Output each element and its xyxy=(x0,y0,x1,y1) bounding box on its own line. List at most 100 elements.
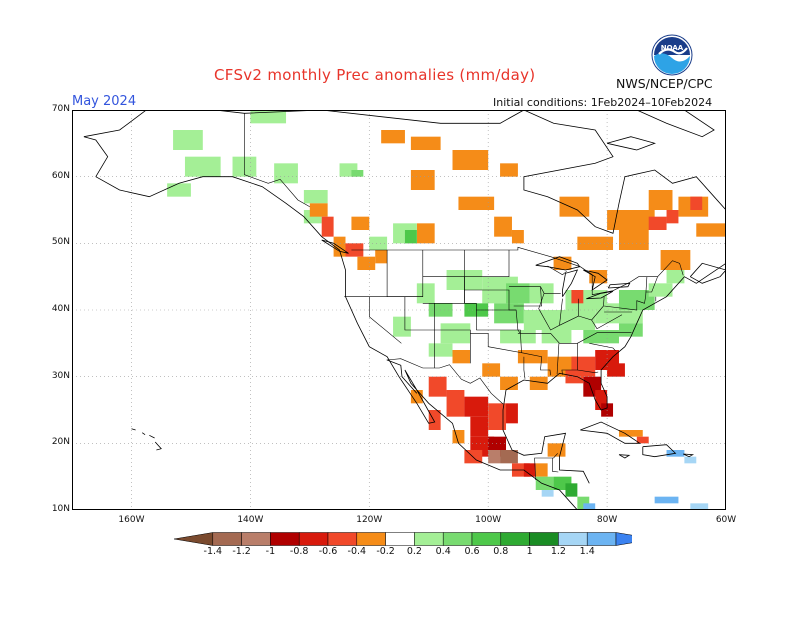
lon-label: 100W xyxy=(475,515,502,525)
coastline xyxy=(149,434,155,439)
lon-label: 120W xyxy=(356,515,383,525)
anomaly-cell xyxy=(553,256,572,270)
anomaly-cell xyxy=(452,150,489,170)
anomaly-cell xyxy=(274,163,298,184)
anomaly-cell xyxy=(618,323,643,337)
anomaly-cell xyxy=(506,403,518,424)
anomaly-cell xyxy=(577,236,614,250)
lon-label: 60W xyxy=(715,515,737,525)
anomaly-cell xyxy=(416,223,435,244)
anomaly-cell xyxy=(428,376,447,397)
border-line xyxy=(404,296,436,368)
anomaly-cell xyxy=(416,283,435,304)
legend-swatch xyxy=(615,532,632,546)
anomaly-cell xyxy=(541,330,572,344)
coastline xyxy=(683,453,695,458)
border-line xyxy=(538,293,563,331)
legend-tick-label: -0.2 xyxy=(376,546,395,557)
legend-tick-label: 0.6 xyxy=(464,546,480,557)
anomaly-cell xyxy=(660,250,691,270)
legend-swatch xyxy=(356,532,386,546)
border-line xyxy=(523,356,526,379)
border-line xyxy=(351,246,684,296)
anomaly-cell xyxy=(648,216,667,230)
anomaly-cell xyxy=(184,156,221,177)
legend-tick-label: 0.4 xyxy=(435,546,451,557)
anomaly-cell xyxy=(565,370,584,384)
border-line xyxy=(561,343,578,375)
border-line xyxy=(559,298,579,326)
map-title: CFSv2 monthly Prec anomalies (mm/day) xyxy=(214,66,536,84)
anomaly-cell xyxy=(488,403,507,430)
legend-swatch xyxy=(500,532,530,546)
anomaly-cell xyxy=(696,223,726,237)
forecast-month: May 2024 xyxy=(72,94,137,109)
legend-swatch xyxy=(414,532,444,546)
anomaly-cell xyxy=(500,330,536,344)
border-line xyxy=(578,296,605,321)
anomaly-cell xyxy=(523,310,560,330)
coastline xyxy=(586,290,614,300)
coastline xyxy=(321,239,349,254)
legend-tick-label: 1.2 xyxy=(550,546,566,557)
legend-swatch xyxy=(298,532,329,546)
border-line xyxy=(534,453,558,481)
coastline xyxy=(83,136,109,177)
border-line xyxy=(386,358,504,405)
anomaly-cell xyxy=(618,430,643,437)
coastline xyxy=(606,136,656,151)
anomaly-cell xyxy=(559,196,590,217)
coastline xyxy=(642,444,677,458)
anomaly-cell xyxy=(357,256,376,270)
anomaly-cell xyxy=(595,390,608,410)
initial-conditions: Initial conditions: 1Feb2024–10Feb2024 xyxy=(493,96,713,109)
anomaly-cell xyxy=(303,190,328,204)
border-line xyxy=(476,309,521,334)
anomaly-cell xyxy=(529,283,554,304)
lon-label: 80W xyxy=(596,515,618,525)
anomaly-cell xyxy=(500,163,518,177)
border-line xyxy=(368,296,402,344)
legend-tick-label: -0.4 xyxy=(347,546,367,557)
legend-swatch xyxy=(270,532,300,546)
legend-tick-label: -0.6 xyxy=(318,546,338,557)
anomaly-cell xyxy=(428,410,441,430)
legend-tick-label: 1.4 xyxy=(579,546,595,557)
anomaly-cell xyxy=(618,230,649,250)
border-line xyxy=(556,343,560,375)
anomaly-cell xyxy=(410,390,423,404)
coastline xyxy=(386,359,418,394)
coastline xyxy=(607,282,631,289)
borders-layer xyxy=(244,113,684,481)
lat-label: 60N xyxy=(51,170,70,181)
anomaly-cell xyxy=(589,270,608,284)
anomaly-cell xyxy=(321,216,334,237)
coastline xyxy=(583,269,608,291)
anomaly-cell xyxy=(351,216,370,230)
precip-map xyxy=(72,110,726,510)
anomaly-cell xyxy=(535,463,548,477)
border-line xyxy=(604,276,648,311)
border-line xyxy=(547,265,567,276)
anomaly-cell xyxy=(458,196,495,210)
anomaly-cell xyxy=(559,310,596,330)
anomaly-cell xyxy=(583,330,619,344)
anomaly-cell xyxy=(482,363,501,377)
legend-swatch xyxy=(471,532,502,546)
anomaly-cell xyxy=(506,283,530,304)
anomaly-cell xyxy=(690,196,703,210)
coastline xyxy=(95,176,579,510)
legend-swatch xyxy=(212,532,242,546)
legend-tick-label: -0.8 xyxy=(289,546,309,557)
legend-tick-label: 0.8 xyxy=(493,546,509,557)
border-line xyxy=(434,303,471,364)
border-line xyxy=(509,286,543,307)
anomaly-cell xyxy=(511,230,524,244)
lat-label: 30N xyxy=(51,370,70,381)
anomaly-cell xyxy=(428,343,453,357)
coastline xyxy=(141,432,146,436)
lat-label: 40N xyxy=(51,304,70,314)
coastline xyxy=(580,421,642,444)
anomaly-cell xyxy=(684,456,697,464)
border-line xyxy=(540,286,561,294)
